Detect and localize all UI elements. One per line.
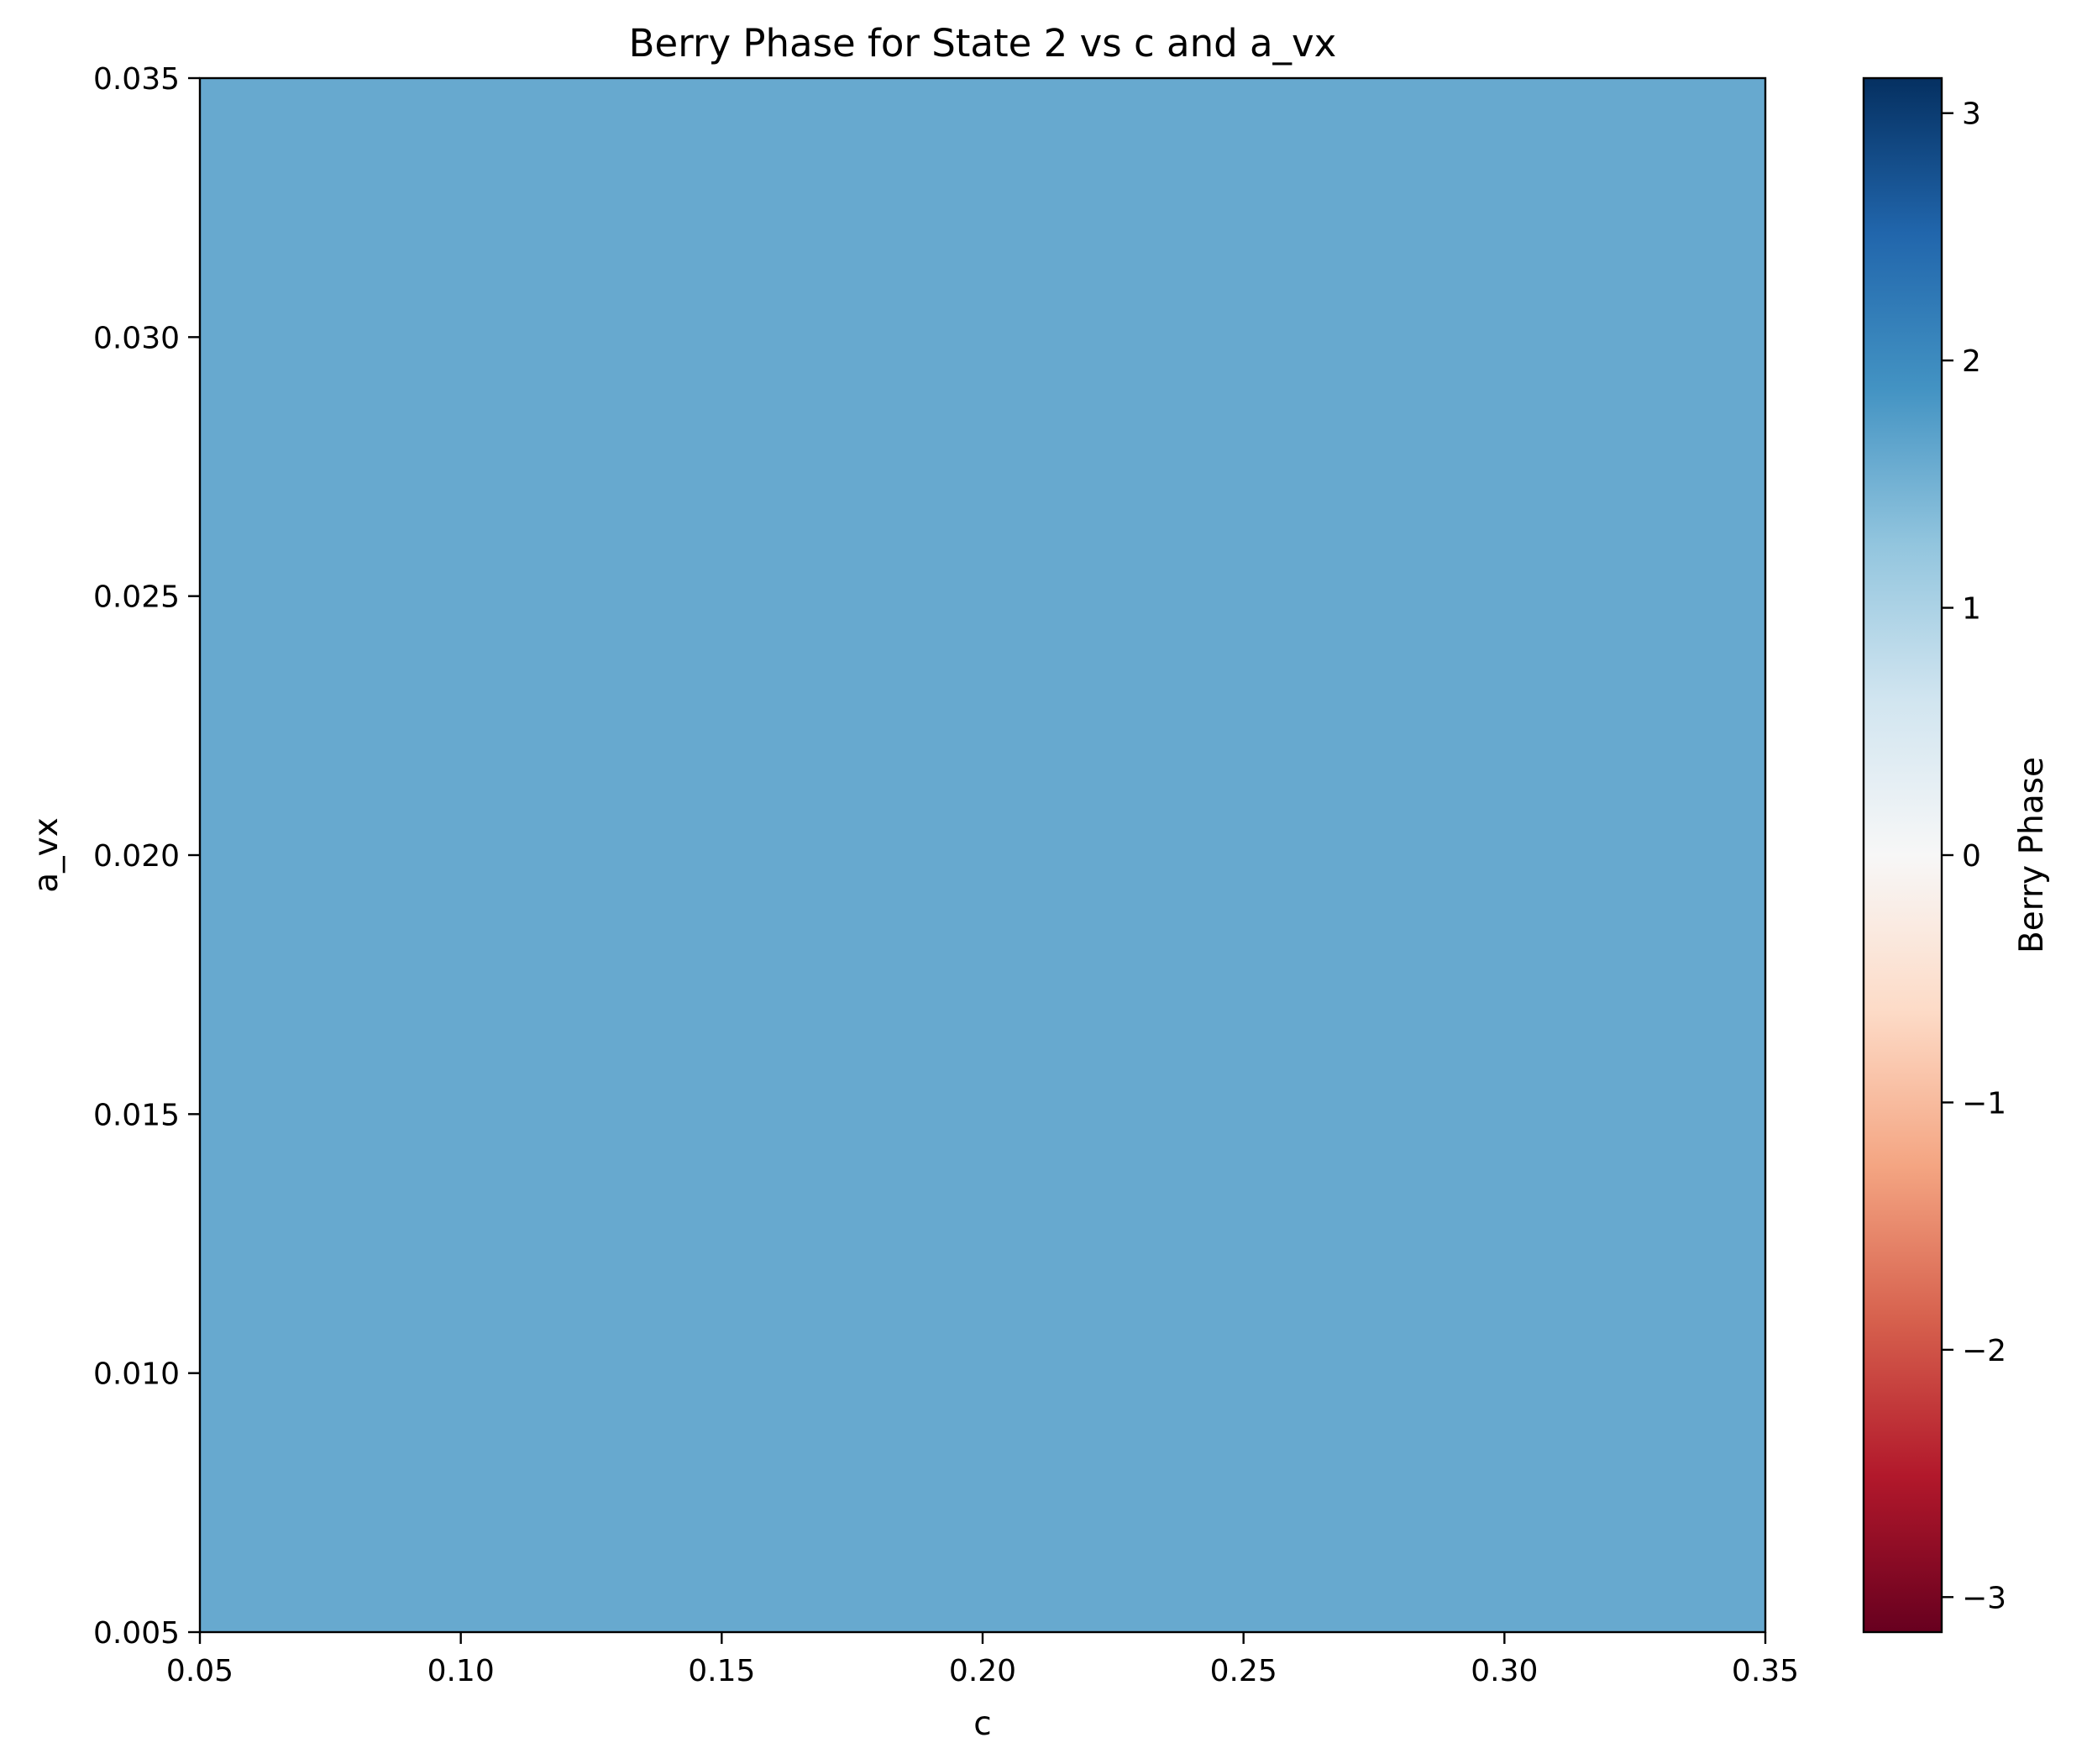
y-tick-label: 0.030 <box>93 321 180 355</box>
y-tick-label: 0.035 <box>93 62 180 97</box>
x-tick-label: 0.05 <box>166 1654 233 1688</box>
heatmap-cell <box>200 78 1765 1632</box>
x-tick-label: 0.10 <box>427 1654 495 1688</box>
x-axis-label: c <box>973 1705 991 1743</box>
x-tick-label: 0.35 <box>1732 1654 1799 1688</box>
colorbar-tick-label: 1 <box>1962 592 1981 627</box>
colorbar-gradient <box>1862 76 1943 1634</box>
colorbar: 3 2 1 0 −1 −2 −3 Berry Phase <box>1862 76 2051 1634</box>
colorbar-ticks: 3 2 1 0 −1 −2 −3 <box>1942 97 2006 1615</box>
y-axis: 0.005 0.010 0.015 0.020 0.025 0.030 0.035 <box>93 62 200 1651</box>
y-tick-label: 0.005 <box>93 1616 180 1651</box>
y-tick-label: 0.020 <box>93 839 180 874</box>
colorbar-tick-label: −2 <box>1962 1334 2006 1368</box>
colorbar-tick-label: −3 <box>1962 1581 2006 1615</box>
colorbar-tick-label: 3 <box>1962 97 1981 132</box>
y-axis-label: a_vx <box>28 817 66 893</box>
y-tick-label: 0.010 <box>93 1357 180 1392</box>
x-tick-label: 0.30 <box>1471 1654 1538 1688</box>
x-tick-label: 0.15 <box>688 1654 755 1688</box>
colorbar-tick-label: 0 <box>1962 839 1981 874</box>
y-tick-label: 0.025 <box>93 580 180 615</box>
colorbar-tick-label: −1 <box>1962 1086 2006 1121</box>
colorbar-label: Berry Phase <box>2013 757 2051 953</box>
chart-title: Berry Phase for State 2 vs c and a_vx <box>629 21 1337 66</box>
y-tick-label: 0.015 <box>93 1098 180 1132</box>
x-tick-label: 0.20 <box>949 1654 1016 1688</box>
x-tick-label: 0.25 <box>1210 1654 1277 1688</box>
x-axis: 0.05 0.10 0.15 0.20 0.25 0.30 0.35 <box>166 1632 1799 1688</box>
colorbar-tick-label: 2 <box>1962 344 1981 379</box>
plot-area <box>198 76 1767 1634</box>
